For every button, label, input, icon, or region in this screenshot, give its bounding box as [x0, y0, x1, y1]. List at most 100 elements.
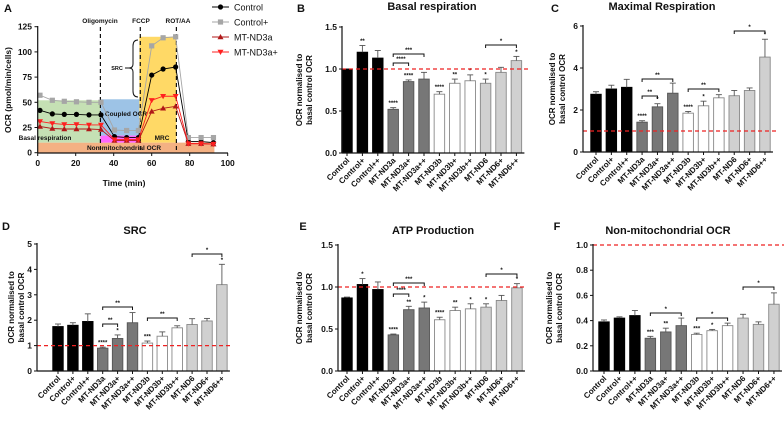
src-bracket	[128, 39, 139, 98]
comparison-bracket	[392, 53, 425, 57]
bar-mt-nd6	[186, 324, 198, 372]
comparison-bracket	[687, 88, 720, 92]
bracket-label: *	[748, 25, 751, 31]
y-axis-title-line-2: basal control OCR	[555, 273, 564, 343]
bar-mt-nd3a	[636, 121, 648, 153]
legend-label: Control+	[234, 18, 268, 28]
significance-label: **	[360, 39, 365, 45]
bracket-label: *	[711, 312, 714, 318]
y-tick-label: 5	[27, 239, 32, 249]
y-axis-title-line-1: OCR normalised to	[7, 271, 16, 344]
panel-a: A Non-mitochondrial OCR Basal respiration C…	[3, 3, 278, 189]
data-point	[86, 112, 92, 118]
y-axis-title-line-1: OCR normalised to	[545, 272, 554, 345]
series-mt-nd3a+	[36, 94, 217, 148]
significance-label: *	[484, 73, 487, 79]
y-axis-title-line-2: basal control OCR	[305, 55, 314, 125]
y-tick-label: 0.0	[576, 366, 588, 376]
data-point	[97, 122, 104, 128]
panel-letter: E	[299, 221, 306, 233]
bracket-label: ****	[396, 57, 406, 63]
region-label: Coupled OCR	[105, 111, 148, 118]
bracket-label: ***	[405, 277, 413, 283]
y-tick-label: 0.4	[576, 316, 588, 326]
bar-mt-nd3ap	[402, 81, 415, 154]
y-tick-label: 1	[27, 341, 32, 351]
data-point	[160, 105, 167, 111]
y-tick-label: 6	[573, 21, 578, 31]
significance-label: **	[663, 322, 668, 328]
x-tick-label: 60	[147, 158, 157, 168]
bar-mt-nd6	[728, 95, 740, 153]
panel-title: Basal respiration	[387, 1, 477, 13]
bracket-label: ****	[396, 288, 406, 294]
comparison-bracket	[733, 30, 766, 34]
data-point	[198, 141, 205, 147]
bracket-label: **	[701, 83, 706, 89]
significance-label: **	[452, 73, 457, 79]
y-axis-title-line-1: OCR normalised to	[295, 54, 304, 127]
bar-mt-nd3b	[433, 93, 446, 154]
data-point	[198, 134, 204, 141]
bar-mt-nd3bp	[449, 82, 461, 154]
data-point	[37, 107, 43, 113]
injection-label: FCCP	[132, 18, 150, 25]
bar-mt-nd3a	[644, 337, 657, 372]
significance-label: *	[116, 328, 119, 334]
bar-control	[590, 93, 602, 153]
bar-controlpp	[621, 86, 633, 153]
y-tick-label: 0	[573, 147, 578, 157]
y-tick-label: 25	[23, 123, 33, 133]
bracket-label: **	[115, 301, 120, 307]
y-tick-label: 4	[573, 63, 578, 73]
comparison-bracket	[641, 95, 658, 99]
significance-label: ****	[404, 73, 414, 79]
y-tick-label: 0.8	[576, 265, 588, 275]
data-point	[61, 98, 67, 104]
data-point	[123, 137, 130, 143]
legend-label: MT-ND3a	[234, 33, 273, 43]
data-point	[185, 141, 192, 147]
bar-mt-nd6	[737, 317, 749, 372]
region-basal-respiration	[37, 100, 101, 143]
bar-mt-nd3ap	[660, 331, 672, 372]
data-point	[210, 134, 217, 141]
significance-label: **	[406, 300, 411, 306]
bar-control	[52, 326, 64, 372]
data-point	[149, 72, 155, 78]
y-tick-label: 2	[27, 315, 32, 325]
data-point	[98, 112, 104, 118]
significance-label: *	[423, 296, 426, 302]
significance-label: **	[453, 301, 458, 307]
x-tick-label: 100	[221, 158, 235, 168]
y-axis-title: OCR (pmol/min/cells)	[3, 47, 13, 133]
panel-letter-a: A	[4, 3, 12, 15]
y-axis-title-line-1: OCR normalised to	[295, 272, 304, 345]
significance-label: *	[361, 272, 364, 278]
significance-label: *	[702, 95, 705, 101]
panel-letter: B	[297, 3, 305, 15]
legend-marker-triangle-down-icon	[217, 49, 224, 55]
panel-letter: D	[2, 221, 10, 233]
injection-label: ROT/AA	[166, 18, 191, 25]
bracket-label: **	[655, 73, 660, 79]
y-axis-title: OCR normalised tobasal control OCR	[295, 54, 314, 127]
bar-mt-nd3bpp	[713, 97, 725, 153]
x-tick-label: 40	[109, 158, 119, 168]
bracket-label: *	[206, 248, 209, 254]
significance-label: *	[516, 277, 519, 283]
data-point	[148, 98, 155, 104]
significance-label: *	[469, 68, 472, 74]
bar-mt-nd6pp	[510, 60, 523, 154]
bar-mt-nd3bp	[156, 335, 169, 372]
data-point	[173, 34, 179, 40]
panel-c: C Maximal Respiration OCR normalised tobas…	[548, 1, 778, 193]
bar-controlp	[356, 51, 369, 154]
bar-mt-nd3bp	[706, 330, 718, 372]
src-label: SRC	[111, 66, 123, 72]
y-axis-title: OCR normalised tobasal control OCR	[295, 272, 314, 345]
y-tick-label: 0.5	[325, 106, 337, 116]
y-tick-label: 0.0	[321, 366, 333, 376]
data-point	[73, 126, 80, 132]
bar-mt-nd6pp	[768, 303, 780, 372]
